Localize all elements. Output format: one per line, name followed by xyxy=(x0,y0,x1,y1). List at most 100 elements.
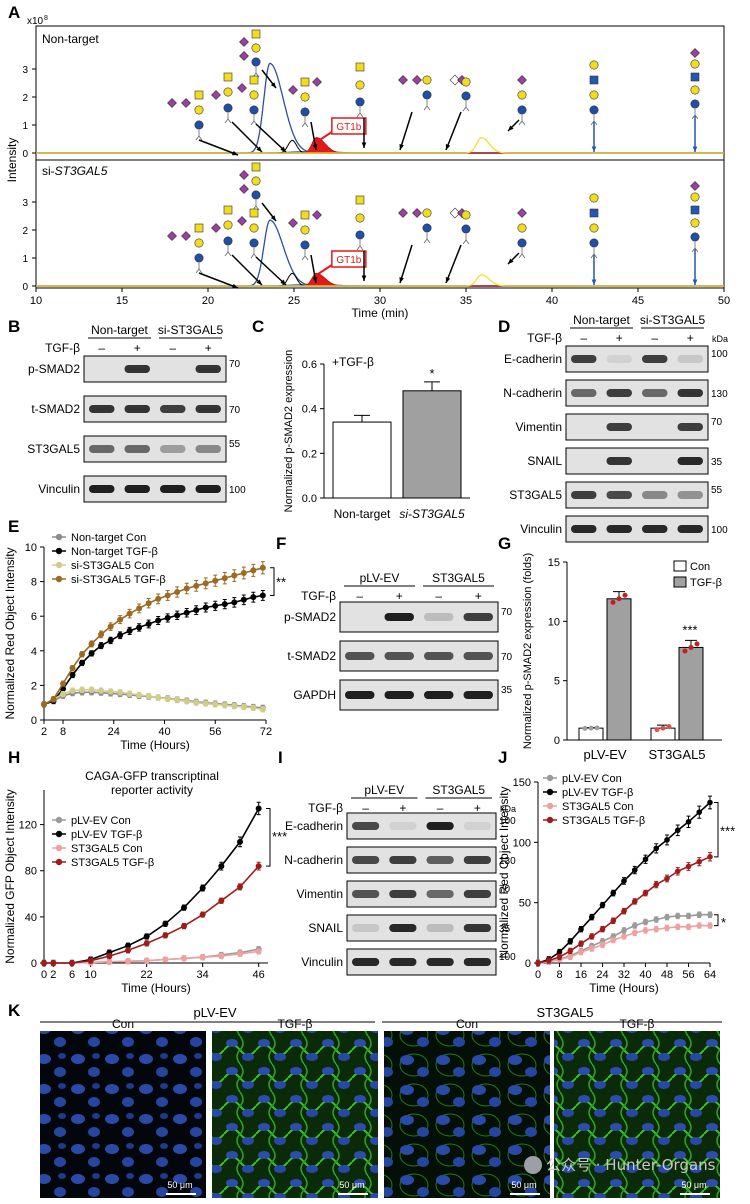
glycan-circle-icon xyxy=(194,253,204,263)
data-point xyxy=(621,933,627,940)
x-axis-label: Time (Hours) xyxy=(121,981,191,995)
x-tick-label-a: 10 xyxy=(30,295,42,307)
blot-band xyxy=(606,389,632,397)
data-point xyxy=(685,924,692,930)
kda-label: kDa xyxy=(500,804,516,814)
data-point xyxy=(88,640,95,647)
blot-mw-marker: 130 xyxy=(711,389,728,400)
glycan-square-icon xyxy=(690,72,700,82)
data-point xyxy=(143,933,150,940)
data-point xyxy=(567,948,574,954)
series-line xyxy=(44,950,259,964)
blot-band xyxy=(463,958,491,966)
ceramide-icon xyxy=(462,101,470,112)
blot-band xyxy=(571,491,597,499)
legend-marker xyxy=(55,533,63,541)
y-tick-label: 8 xyxy=(31,577,37,589)
blot-mw-marker: 70 xyxy=(501,652,513,663)
arrow-head xyxy=(270,82,276,88)
data-point xyxy=(653,926,660,933)
series-line xyxy=(43,594,263,706)
blot-treatment-label: TGF-β xyxy=(527,331,562,345)
legend-label: pLV-EV TGF-β xyxy=(562,787,633,799)
ceramide-icon xyxy=(301,117,309,128)
x-tick-label-a: 25 xyxy=(288,295,300,307)
data-point xyxy=(212,577,219,584)
blot-band xyxy=(124,445,150,453)
blot-band xyxy=(389,822,417,830)
blot-band xyxy=(426,924,454,932)
chart-title-line-2: reporter activity xyxy=(111,783,193,797)
replicate-dot xyxy=(582,725,588,731)
data-point xyxy=(674,868,681,875)
data-point xyxy=(621,927,627,934)
gt1b-pointer xyxy=(317,131,333,142)
glycan-circle-icon xyxy=(422,75,432,85)
y-tick-label: 4 xyxy=(31,646,37,658)
group-label-st3gal5: ST3GAL5 xyxy=(536,1005,593,1020)
blot-band xyxy=(642,525,668,533)
glycan-diamond-icon xyxy=(312,77,322,87)
glycan-circle-icon xyxy=(223,220,233,230)
legend-marker xyxy=(55,561,63,569)
data-point xyxy=(685,819,692,825)
data-point xyxy=(545,957,552,964)
data-point xyxy=(88,686,95,693)
x-tick-label: 48 xyxy=(661,969,673,981)
panel-letter-j: J xyxy=(498,748,507,767)
data-point xyxy=(181,955,187,962)
glycan-circle-icon xyxy=(194,120,204,130)
blot-band xyxy=(571,355,597,363)
glycan-circle-icon xyxy=(249,238,259,248)
data-point xyxy=(535,960,541,966)
blot-mw-marker: 100 xyxy=(229,485,246,496)
data-point xyxy=(199,911,206,918)
blot-band xyxy=(463,652,493,660)
glycan-circle-icon xyxy=(223,87,233,97)
legend-marker xyxy=(55,830,63,838)
data-point xyxy=(107,637,114,644)
legend-label: Con xyxy=(690,561,710,573)
microscopy-image xyxy=(212,1031,378,1198)
x-axis-label: Time (Hours) xyxy=(589,981,659,995)
glycan-square-icon xyxy=(194,90,204,100)
chart-title-line-1: CAGA-GFP transcriptinal xyxy=(85,769,219,783)
blot-band xyxy=(426,822,454,830)
blot-sign: – xyxy=(651,331,658,345)
panel-i: I pLV-EV ST3GAL5 TGF-β – + – + kDa E-cadherin 100… xyxy=(278,748,516,976)
y-tick-label: 40 xyxy=(25,912,37,924)
ceramide-icon xyxy=(252,67,260,78)
scalebar-label: 50 μm xyxy=(681,1180,706,1190)
glycan-circle-icon xyxy=(223,103,233,113)
data-point xyxy=(599,926,606,933)
y-tick-label: 0.4 xyxy=(302,404,317,416)
arrow-line xyxy=(255,123,287,153)
blot-band xyxy=(642,491,668,499)
data-point xyxy=(707,911,713,918)
legend-marker xyxy=(546,788,554,796)
legend-label: pLV-EV Con xyxy=(71,815,131,827)
blot-band xyxy=(160,405,186,413)
y-tick-label-a: 3 xyxy=(22,198,28,209)
data-point xyxy=(145,693,152,700)
legend-marker xyxy=(55,547,63,555)
glycan-diamond-icon xyxy=(690,181,700,191)
data-point xyxy=(237,838,243,845)
blot-sign: – xyxy=(435,589,442,603)
blot-group-label-2: ST3GAL5 xyxy=(432,783,485,797)
data-point xyxy=(79,686,86,693)
legend-swatch xyxy=(673,576,687,588)
x-tick-label: 2 xyxy=(41,726,47,738)
data-point xyxy=(674,827,681,834)
y-tick-label: 0.2 xyxy=(302,448,317,460)
chromatogram-frame xyxy=(35,25,725,289)
data-point xyxy=(212,701,219,708)
data-point xyxy=(174,588,181,595)
data-point xyxy=(125,958,131,965)
blot-band xyxy=(642,355,668,363)
glycan-square-icon xyxy=(249,208,259,218)
arrow-line xyxy=(231,254,263,286)
glycan-circle-icon xyxy=(249,105,259,115)
arrow-line xyxy=(399,244,413,284)
ceramide-icon xyxy=(590,248,598,259)
